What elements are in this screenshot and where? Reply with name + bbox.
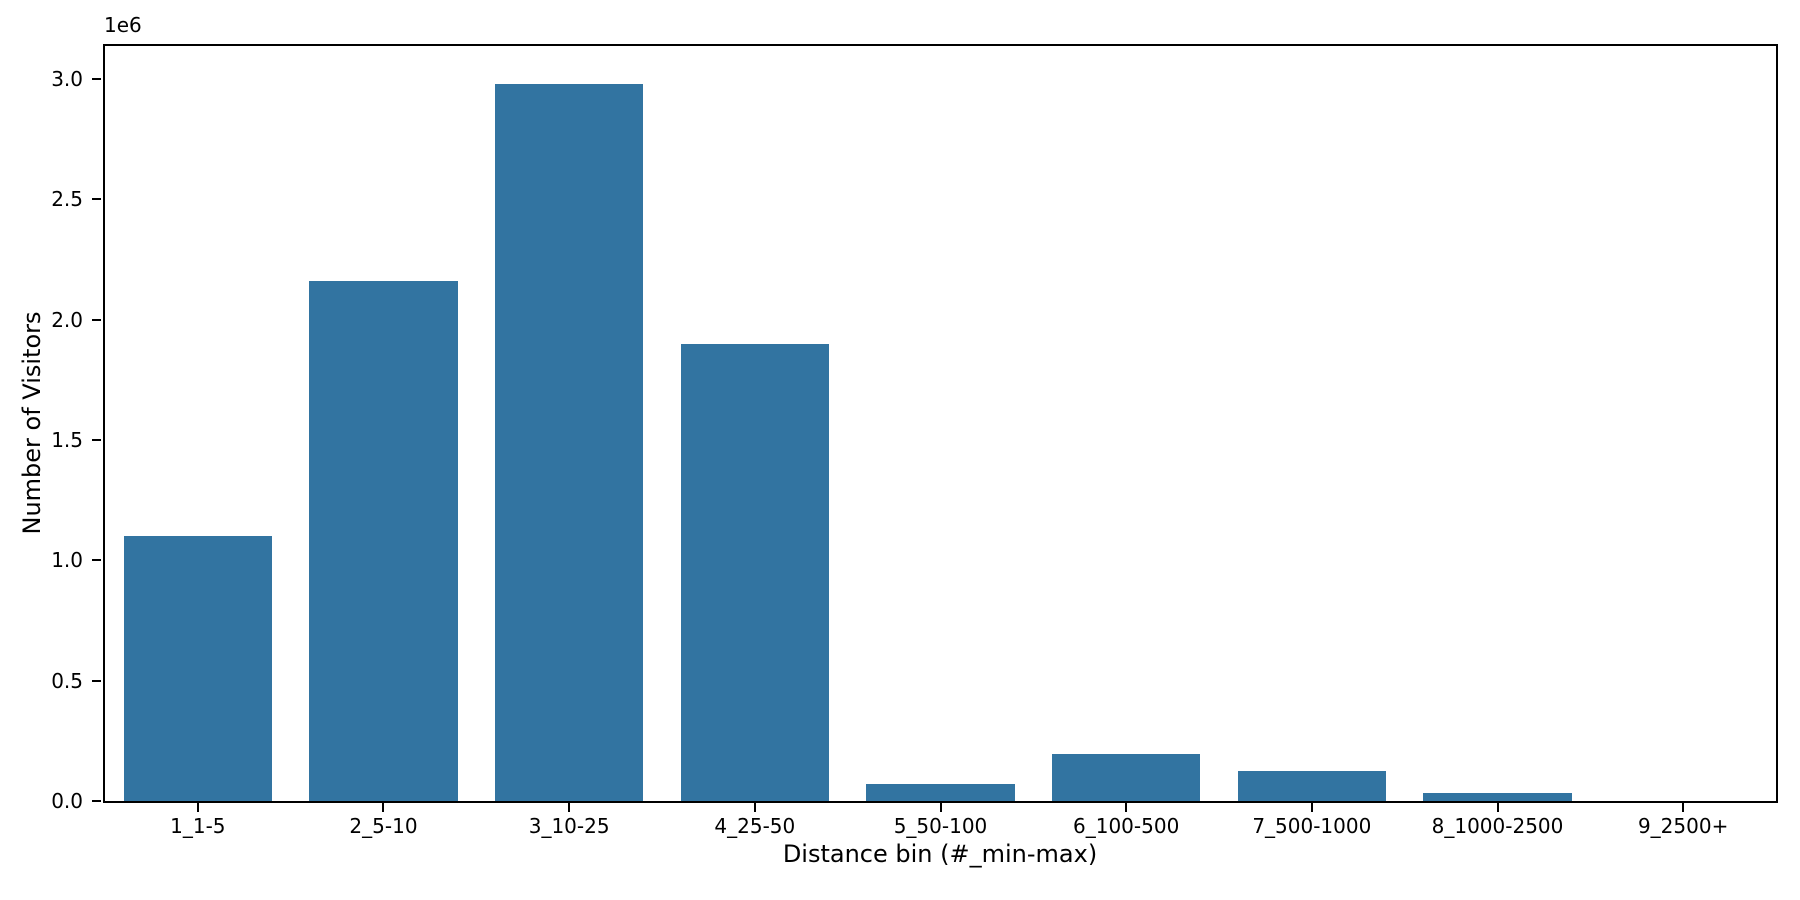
x-tick-mark — [1496, 803, 1499, 812]
x-tick-label: 6_100-500 — [1073, 814, 1180, 838]
y-tick-mark — [92, 438, 101, 441]
x-tick-label: 7_500-1000 — [1252, 814, 1372, 838]
x-tick-label: 5_50-100 — [893, 814, 988, 838]
y-tick-label: 0.5 — [51, 668, 83, 693]
bar-1_1-5 — [123, 536, 273, 801]
x-tick-label: 3_10-25 — [528, 814, 610, 838]
bar-2_5-10 — [309, 281, 458, 801]
x-tick-mark — [382, 803, 385, 812]
y-tick-mark — [92, 77, 101, 80]
bar-5_50-100 — [866, 784, 1015, 801]
x-tick-mark — [1310, 803, 1313, 812]
x-axis-label: Distance bin (#_min-max) — [782, 840, 1098, 868]
bar-7_500-1000 — [1237, 770, 1387, 801]
x-tick-label: 9_2500+ — [1637, 814, 1729, 838]
x-tick-label: 8_1000-2500 — [1431, 814, 1564, 838]
y-axis-label: Number of Visitors — [18, 311, 46, 535]
y-tick-mark — [92, 679, 101, 682]
bar-6_100-500 — [1051, 754, 1201, 801]
x-tick-label: 4_25-50 — [714, 814, 796, 838]
y-tick-mark — [92, 559, 101, 562]
x-tick-label: 1_1-5 — [170, 814, 226, 838]
y-tick-label: 3.0 — [51, 66, 83, 91]
y-tick-mark — [92, 198, 101, 201]
y-axis-offset-label: 1e6 — [104, 13, 142, 37]
y-tick-label: 0.0 — [51, 789, 83, 813]
x-tick-mark — [753, 803, 756, 812]
y-tick-label: 1.5 — [51, 427, 83, 452]
y-tick-label: 2.0 — [51, 307, 83, 332]
bar-4_25-50 — [680, 343, 830, 801]
x-tick-mark — [1125, 803, 1128, 812]
x-tick-label: 2_5-10 — [349, 814, 418, 838]
x-tick-mark — [1682, 803, 1685, 812]
bar-8_1000-2500 — [1423, 792, 1572, 801]
x-tick-mark — [568, 803, 571, 812]
y-tick-label: 1.0 — [51, 548, 83, 573]
y-tick-mark — [92, 800, 101, 802]
bar-3_10-25 — [494, 83, 644, 801]
plot-area: 1_1-5 2_5-10 3_10-25 4_25-50 5_50-100 6_100-5… — [51, 44, 1778, 837]
x-tick-mark — [939, 803, 942, 812]
y-tick-label: 2.5 — [51, 187, 83, 212]
x-tick-mark — [196, 803, 199, 812]
y-tick-mark — [92, 318, 101, 321]
